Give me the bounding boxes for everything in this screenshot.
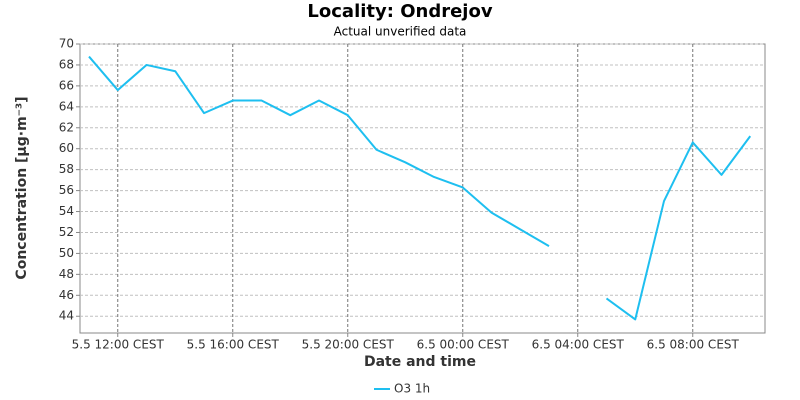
y-tick-label: 66 xyxy=(59,78,74,92)
x-axis-label: Date and time xyxy=(364,354,476,370)
y-tick-label: 44 xyxy=(59,309,74,323)
x-tick-label: 5.5 16:00 CEST xyxy=(187,338,280,352)
y-tick-label: 62 xyxy=(59,120,74,134)
y-tick-label: 46 xyxy=(59,288,74,302)
y-tick-label: 50 xyxy=(59,246,74,260)
y-tick-label: 54 xyxy=(59,204,74,218)
x-tick-label: 6.5 08:00 CEST xyxy=(647,338,740,352)
y-tick-label: 70 xyxy=(59,37,74,51)
x-tick-label: 5.5 20:00 CEST xyxy=(302,338,395,352)
chart-title: Locality: Ondrejov xyxy=(307,1,492,22)
y-tick-label: 64 xyxy=(59,99,74,113)
y-tick-label: 52 xyxy=(59,225,74,239)
x-tick-label: 6.5 04:00 CEST xyxy=(532,338,625,352)
x-tick-label: 6.5 00:00 CEST xyxy=(417,338,510,352)
data-line xyxy=(88,55,752,321)
y-tick-label: 60 xyxy=(59,141,74,155)
plot-area xyxy=(79,43,766,334)
y-axis-label: Concentration [µg·m⁻³] xyxy=(14,96,30,279)
x-tick-label: 5.5 12:00 CEST xyxy=(72,338,165,352)
legend-label: O3 1h xyxy=(394,382,430,396)
y-tick-label: 58 xyxy=(59,162,74,176)
y-tick-label: 68 xyxy=(59,57,74,71)
y-tick-label: 56 xyxy=(59,183,74,197)
y-tick-label: 48 xyxy=(59,267,74,281)
chart-subtitle: Actual unverified data xyxy=(334,25,467,39)
